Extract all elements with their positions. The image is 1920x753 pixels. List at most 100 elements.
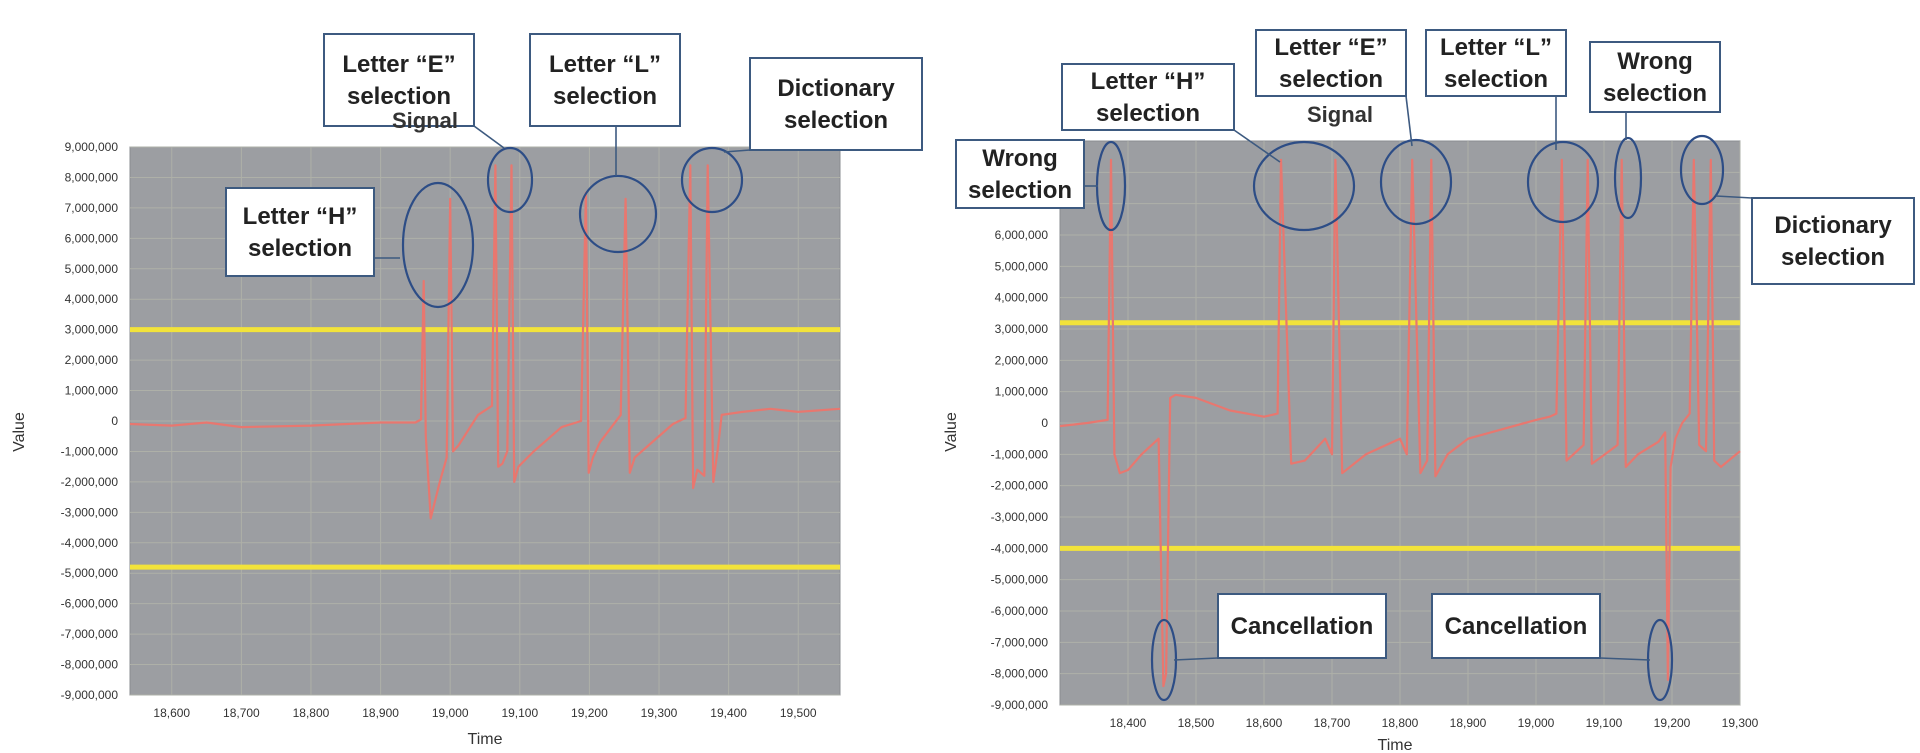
- annotation-box: [1255, 29, 1407, 97]
- annotation-text: Cancellation: [1445, 613, 1588, 640]
- y-tick-label: -5,000,000: [991, 573, 1049, 587]
- annotation-text: selection: [1279, 66, 1383, 93]
- highlight-circle: [1679, 134, 1725, 206]
- highlight-circle: [401, 181, 475, 309]
- annotation-text: selection: [1096, 100, 1200, 127]
- annotation-text: Cancellation: [1231, 613, 1374, 640]
- highlight-circle: [1613, 136, 1643, 220]
- annotation-text: Wrong: [1617, 48, 1693, 75]
- annotation-text: selection: [347, 83, 451, 110]
- y-tick-label: -2,000,000: [991, 479, 1049, 493]
- x-tick-label: 19,100: [1586, 716, 1623, 730]
- annotation-text: selection: [1781, 244, 1885, 271]
- highlight-circle: [1252, 140, 1356, 232]
- y-tick-label: -7,000,000: [991, 635, 1049, 649]
- y-tick-label: 4,000,000: [995, 291, 1049, 305]
- y-tick-label: -5,000,000: [61, 566, 119, 580]
- annotation-text: selection: [784, 107, 888, 134]
- y-tick-label: -3,000,000: [61, 505, 119, 519]
- x-tick-label: 18,900: [362, 706, 399, 720]
- y-tick-label: -4,000,000: [61, 536, 119, 550]
- highlight-circle: [680, 146, 744, 214]
- y-tick-label: -6,000,000: [991, 604, 1049, 618]
- annotation-text: Letter “H”: [1091, 68, 1206, 95]
- y-tick-label: 5,000,000: [65, 262, 119, 276]
- annotation-text: Dictionary: [777, 75, 895, 102]
- annotation-text: Dictionary: [1774, 212, 1892, 239]
- y-tick-label: 1,000,000: [65, 384, 119, 398]
- x-tick-label: 19,400: [710, 706, 747, 720]
- annotation-box: [1061, 63, 1235, 131]
- annotation-connector: [723, 149, 751, 153]
- x-tick-label: 18,400: [1110, 716, 1147, 730]
- y-tick-label: -8,000,000: [61, 658, 119, 672]
- chart-title: Signal: [392, 108, 458, 133]
- annotation-text: selection: [1444, 66, 1548, 93]
- annotation-box: [225, 187, 375, 277]
- y-tick-label: 0: [111, 414, 118, 428]
- highlight-circle: [1526, 140, 1600, 224]
- x-tick-label: 18,700: [1314, 716, 1351, 730]
- highlight-circle: [1379, 138, 1453, 226]
- annotation-box: [1431, 593, 1601, 659]
- annotation-connector: [473, 125, 505, 149]
- annotation-text: selection: [248, 235, 352, 262]
- annotation-text: Letter “L”: [549, 51, 661, 78]
- x-tick-label: 19,000: [1518, 716, 1555, 730]
- x-tick-label: 18,800: [1382, 716, 1419, 730]
- annotation-connector: [1715, 195, 1753, 199]
- annotation-text: Letter “H”: [243, 203, 358, 230]
- signal-series-line: [129, 164, 841, 520]
- y-tick-label: 5,000,000: [995, 259, 1049, 273]
- x-tick-label: 19,500: [780, 706, 817, 720]
- y-tick-label: 2,000,000: [65, 353, 119, 367]
- x-tick-label: 19,300: [641, 706, 678, 720]
- annotation-text: Letter “E”: [1274, 34, 1387, 61]
- x-tick-label: 18,900: [1450, 716, 1487, 730]
- y-tick-label: 9,000,000: [65, 140, 119, 154]
- highlight-circle: [578, 174, 658, 254]
- x-tick-label: 19,100: [501, 706, 538, 720]
- y-tick-label: -3,000,000: [991, 510, 1049, 524]
- y-tick-label: 4,000,000: [65, 292, 119, 306]
- y-axis-title: Value: [943, 412, 960, 452]
- annotation-box: [529, 33, 681, 127]
- x-tick-label: 18,700: [223, 706, 260, 720]
- chart-left: 9,000,000 8,000,000 7,000,000 6,000,000 5,00…: [11, 33, 923, 748]
- y-tick-label: 2,000,000: [995, 353, 1049, 367]
- annotation-text: selection: [1603, 80, 1707, 107]
- x-axis-title: Time: [1378, 737, 1413, 753]
- annotation-connector: [1173, 657, 1219, 661]
- annotation-box: [1425, 29, 1567, 97]
- y-tick-label: -1,000,000: [61, 444, 119, 458]
- y-tick-label: 3,000,000: [65, 323, 119, 337]
- y-tick-label: 0: [1041, 416, 1048, 430]
- annotation-connector: [1599, 657, 1651, 661]
- x-tick-label: 19,200: [571, 706, 608, 720]
- x-tick-label: 19,000: [432, 706, 469, 720]
- highlight-circle: [486, 146, 534, 214]
- annotation-box: [749, 57, 923, 151]
- y-tick-label: -2,000,000: [61, 475, 119, 489]
- y-tick-label: -8,000,000: [991, 667, 1049, 681]
- y-tick-label: 7,000,000: [65, 201, 119, 215]
- x-tick-label: 18,600: [1246, 716, 1283, 730]
- x-tick-label: 18,500: [1178, 716, 1215, 730]
- y-tick-label: 6,000,000: [995, 228, 1049, 242]
- annotation-box: [955, 139, 1085, 209]
- y-axis-title: Value: [11, 412, 28, 452]
- annotation-text: selection: [553, 83, 657, 110]
- annotation-text: Wrong: [982, 145, 1058, 172]
- annotation-box: [323, 33, 475, 127]
- y-tick-label: -1,000,000: [991, 447, 1049, 461]
- x-tick-label: 19,200: [1654, 716, 1691, 730]
- y-tick-label: 1,000,000: [995, 385, 1049, 399]
- chart-right: 8,000,0007,000,0006,000,0005,000,0004,00…: [943, 29, 1915, 753]
- annotation-text: selection: [968, 177, 1072, 204]
- annotation-box: [1589, 41, 1721, 113]
- annotation-connector: [1405, 95, 1413, 147]
- y-tick-label: 6,000,000: [65, 231, 119, 245]
- x-tick-label: 18,600: [153, 706, 190, 720]
- annotation-connector: [1233, 129, 1281, 163]
